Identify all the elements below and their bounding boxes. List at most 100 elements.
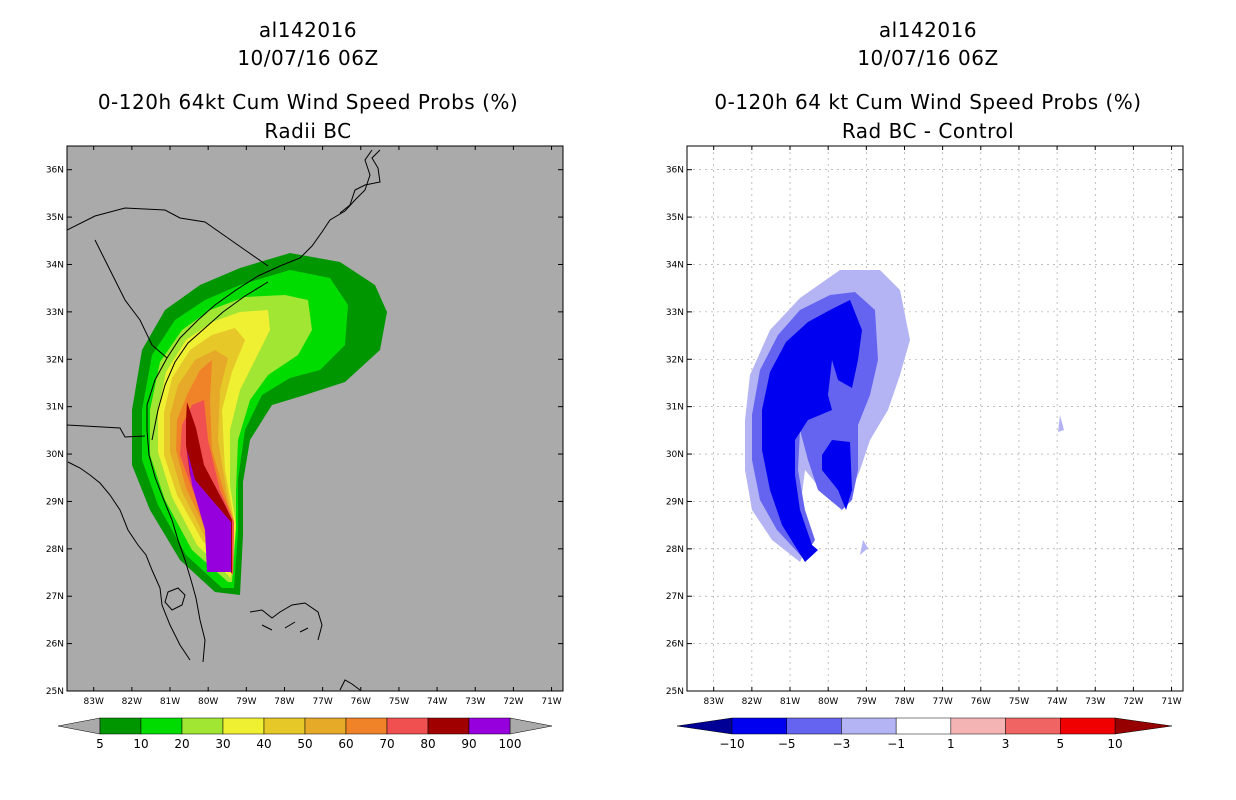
left-lat-tick-label: 27N [46, 592, 64, 602]
left-colorbar-swatch [222, 717, 265, 735]
left-colorbar-label: 90 [461, 737, 476, 751]
left-colorbar-label: 20 [174, 737, 189, 751]
left-lon-tick-label: 72W [503, 697, 523, 707]
left-colorbar-swatch [427, 717, 470, 735]
right-colorbar-swatch [1005, 717, 1061, 735]
left-probability-shading [132, 253, 387, 595]
left-colorbar-swatch [140, 717, 183, 735]
right-lon-tick-label: 81W [780, 697, 800, 707]
left-lon-tick-label: 71W [541, 697, 561, 707]
right-colorbar-under-arrow [676, 717, 733, 735]
left-colorbar-label: 40 [256, 737, 271, 751]
right-lon-tick-label: 82W [742, 697, 762, 707]
left-lon-tick-label: 83W [84, 697, 104, 707]
left-colorbar-swatch [345, 717, 388, 735]
left-lon-tick-label: 80W [198, 697, 218, 707]
left-lon-tick-label: 77W [312, 697, 332, 707]
right-lon-tick-label: 72W [1123, 697, 1143, 707]
left-axis-ticks: 83W 82W 81W 80W 79W 78W 77W 76W 75W 74W 73W 72W 71W 2… [46, 146, 563, 707]
left-colorbar-swatch [386, 717, 429, 735]
right-colorbar-swatch [841, 717, 897, 735]
left-lon-tick-label: 76W [351, 697, 371, 707]
right-lat-tick-label: 31N [666, 403, 684, 413]
left-colorbar-swatch [468, 717, 511, 735]
left-colorbar-label: 50 [297, 737, 312, 751]
left-lat-tick-label: 33N [46, 308, 64, 318]
left-colorbar-swatch [99, 717, 142, 735]
left-colorbar-swatch [304, 717, 347, 735]
left-lat-tick-label: 29N [46, 497, 64, 507]
right-map-frame [686, 145, 1184, 692]
right-lat-tick-label: 36N [666, 166, 684, 176]
diff-minus5 [762, 300, 862, 562]
left-colorbar-under-arrow [57, 717, 101, 735]
left-lat-tick-label: 25N [46, 687, 64, 697]
right-title-product: 0-120h 64 kt Cum Wind Speed Probs (%) [714, 90, 1142, 114]
contour-90-100 [187, 450, 231, 572]
left-lat-tick-label: 31N [46, 403, 64, 413]
right-colorbar-label: 10 [1107, 737, 1122, 751]
left-lon-tick-label: 78W [274, 697, 294, 707]
left-lat-tick-label: 30N [46, 450, 64, 460]
right-lat-tick-label: 27N [666, 592, 684, 602]
left-colorbar-label: 5 [96, 737, 104, 751]
right-lat-tick-label: 29N [666, 497, 684, 507]
left-title-product: 0-120h 64kt Cum Wind Speed Probs (%) [97, 90, 519, 114]
right-colorbar-over-arrow [1114, 717, 1173, 735]
left-colorbar-label: 10 [133, 737, 148, 751]
left-colorbar: 5 10 20 30 40 50 60 70 80 90 100 [57, 717, 553, 751]
left-lat-tick-label: 36N [46, 166, 64, 176]
left-colorbar-swatch [263, 717, 306, 735]
right-lon-tick-label: 74W [1047, 697, 1067, 707]
right-colorbar-label: 5 [1056, 737, 1064, 751]
left-colorbar-swatch [181, 717, 224, 735]
left-lon-tick-label: 82W [122, 697, 142, 707]
right-colorbar-label: 1 [947, 737, 955, 751]
left-lon-tick-label: 74W [427, 697, 447, 707]
right-lon-tick-label: 80W [818, 697, 838, 707]
right-lat-tick-label: 32N [666, 355, 684, 365]
right-colorbar-label: −5 [778, 737, 796, 751]
right-colorbar-swatch [1060, 717, 1116, 735]
left-title-datetime: 10/07/16 06Z [237, 46, 379, 70]
right-lat-tick-label: 25N [666, 687, 684, 697]
left-lat-tick-label: 35N [46, 213, 64, 223]
left-map-frame [66, 145, 564, 692]
right-colorbar-label: −10 [719, 737, 744, 751]
right-lat-tick-label: 34N [666, 260, 684, 270]
right-lon-tick-label: 73W [1085, 697, 1105, 707]
right-title-datetime: 10/07/16 06Z [857, 46, 999, 70]
right-axis-ticks: 83W 82W 81W 80W 79W 78W 77W 76W 75W 74W 73W 72W 71W 2… [666, 146, 1183, 707]
right-title-storm-id: al142016 [878, 18, 978, 42]
right-lon-tick-label: 77W [932, 697, 952, 707]
left-lon-tick-label: 75W [389, 697, 409, 707]
right-colorbar-swatch [731, 717, 787, 735]
right-lat-tick-label: 28N [666, 545, 684, 555]
left-lat-tick-label: 34N [46, 260, 64, 270]
right-lon-tick-label: 75W [1009, 697, 1029, 707]
left-lat-tick-label: 26N [46, 640, 64, 650]
right-lon-tick-label: 76W [971, 697, 991, 707]
left-colorbar-label: 60 [338, 737, 353, 751]
left-colorbar-label: 30 [215, 737, 230, 751]
right-lon-tick-label: 83W [704, 697, 724, 707]
left-lon-tick-label: 73W [465, 697, 485, 707]
right-colorbar-swatch [950, 717, 1006, 735]
right-lon-tick-label: 79W [856, 697, 876, 707]
left-colorbar-label: 100 [499, 737, 522, 751]
right-lat-tick-label: 33N [666, 308, 684, 318]
right-gridlines [687, 146, 1183, 692]
right-lat-tick-label: 30N [666, 450, 684, 460]
right-colorbar-label: 3 [1002, 737, 1010, 751]
right-difference-shading [745, 270, 1064, 562]
right-lon-tick-label: 71W [1161, 697, 1181, 707]
right-lat-tick-label: 26N [666, 640, 684, 650]
left-colorbar-over-arrow [509, 717, 553, 735]
right-colorbar-swatch [786, 717, 842, 735]
left-colorbar-label: 70 [379, 737, 394, 751]
right-lon-tick-label: 78W [894, 697, 914, 707]
left-lat-tick-label: 32N [46, 355, 64, 365]
left-title-storm-id: al142016 [258, 18, 358, 42]
right-lat-tick-label: 35N [666, 213, 684, 223]
